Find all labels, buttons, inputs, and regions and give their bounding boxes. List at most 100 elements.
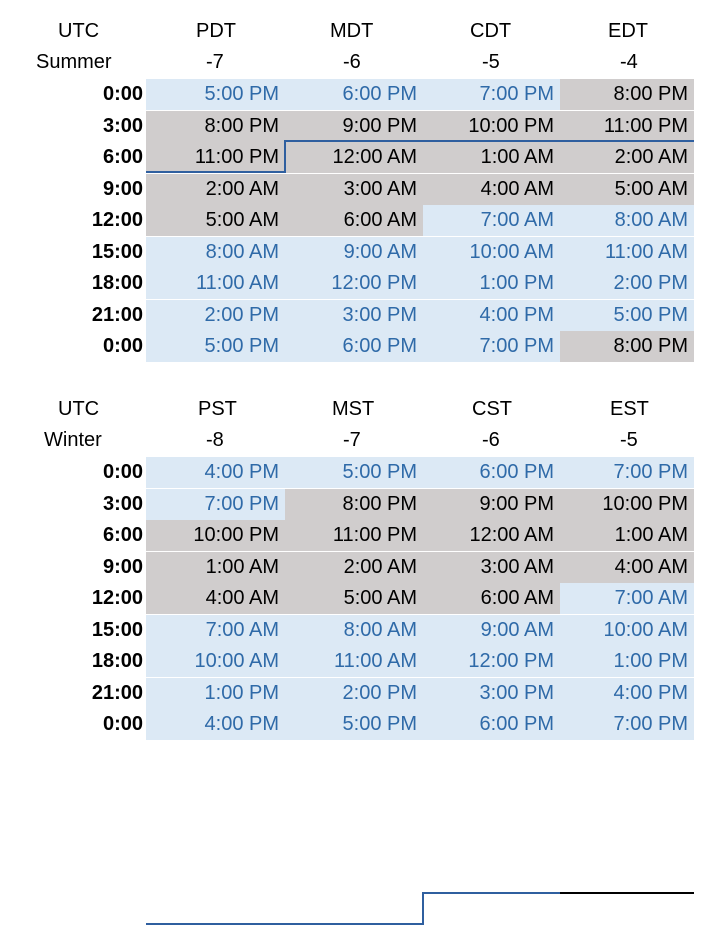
utc-time: 21:00: [91, 303, 143, 326]
utc-time: 15:00: [91, 618, 143, 641]
time-cell-central: 7:00 AM: [423, 205, 560, 236]
offset-central: -6: [482, 429, 500, 451]
utc-time: 3:00: [102, 492, 143, 515]
utc-time: 6:00: [102, 524, 143, 546]
time-cell-central: 4:00 PM: [423, 299, 560, 331]
season-label: Winter: [44, 429, 102, 451]
offset-pacific: -8: [206, 429, 224, 451]
table-row: 15:00 8:00 AM 9:00 AM 10:00 AM 11:00 AM: [0, 236, 728, 268]
time-cell-pacific: 7:00 PM: [146, 488, 285, 520]
time-cell-mountain: 11:00 AM: [285, 646, 423, 677]
offset-eastern: -5: [620, 429, 638, 451]
table-row: 0:00 5:00 PM 6:00 PM 7:00 PM 8:00 PM: [0, 331, 728, 362]
time-cell-mountain: 12:00 PM: [285, 268, 423, 299]
time-cell-central: 9:00 AM: [423, 614, 560, 646]
time-cell-central: 12:00 AM: [423, 520, 560, 551]
utc-time: 12:00: [91, 209, 143, 231]
time-cell-eastern: 8:00 PM: [560, 331, 694, 362]
time-cell-central: 6:00 PM: [423, 709, 560, 740]
time-cell-mountain: 6:00 AM: [285, 205, 423, 236]
utc-time: 18:00: [91, 650, 143, 672]
time-cell-central: 9:00 PM: [423, 488, 560, 520]
utc-time: 9:00: [102, 555, 143, 578]
date-line: [422, 892, 424, 925]
time-cell-pacific: 4:00 PM: [146, 457, 285, 488]
time-cell-eastern: 11:00 PM: [560, 110, 694, 142]
zone-header-central: CDT: [470, 20, 512, 42]
time-cell-eastern: 7:00 AM: [560, 583, 694, 614]
time-cell-pacific: 4:00 AM: [146, 583, 285, 614]
utc-header: UTC: [58, 20, 100, 42]
table-row: 18:00 10:00 AM 11:00 AM 12:00 PM 1:00 PM: [0, 646, 728, 677]
table-row: 0:00 4:00 PM 5:00 PM 6:00 PM 7:00 PM: [0, 457, 728, 488]
time-cell-eastern: 1:00 PM: [560, 646, 694, 677]
time-cell-pacific: 5:00 PM: [146, 79, 285, 110]
time-cell-central: 1:00 PM: [423, 268, 560, 299]
utc-time: 18:00: [91, 272, 143, 294]
utc-time: 0:00: [102, 713, 143, 735]
time-cell-central: 3:00 PM: [423, 677, 560, 709]
time-cell-pacific: 10:00 PM: [146, 520, 285, 551]
table-row: 15:00 7:00 AM 8:00 AM 9:00 AM 10:00 AM: [0, 614, 728, 646]
time-cell-pacific: 2:00 PM: [146, 299, 285, 331]
offset-mountain: -6: [343, 51, 361, 73]
time-cell-eastern: 2:00 AM: [560, 142, 694, 173]
utc-header: UTC: [58, 398, 100, 420]
time-cell-pacific: 7:00 AM: [146, 614, 285, 646]
table-row: 21:00 1:00 PM 2:00 PM 3:00 PM 4:00 PM: [0, 677, 728, 709]
zone-header-eastern: EDT: [608, 20, 648, 42]
time-cell-central: 6:00 PM: [423, 457, 560, 488]
table-row: 21:00 2:00 PM 3:00 PM 4:00 PM 5:00 PM: [0, 299, 728, 331]
time-cell-mountain: 8:00 AM: [285, 614, 423, 646]
offset-pacific: -7: [206, 51, 224, 73]
time-cell-mountain: 8:00 PM: [285, 488, 423, 520]
time-cell-eastern: 11:00 AM: [560, 236, 694, 268]
time-cell-mountain: 3:00 AM: [285, 173, 423, 205]
time-cell-pacific: 5:00 PM: [146, 331, 285, 362]
time-cell-pacific: 2:00 AM: [146, 173, 285, 205]
table-row: 12:00 5:00 AM 6:00 AM 7:00 AM 8:00 AM: [0, 205, 728, 236]
time-cell-mountain: 6:00 PM: [285, 79, 423, 110]
date-line: [146, 171, 286, 173]
time-cell-mountain: 5:00 PM: [285, 709, 423, 740]
time-cell-central: 12:00 PM: [423, 646, 560, 677]
utc-time: 21:00: [91, 681, 143, 704]
time-cell-eastern: 8:00 AM: [560, 205, 694, 236]
utc-time: 15:00: [91, 240, 143, 263]
offset-eastern: -4: [620, 51, 638, 73]
time-cell-mountain: 5:00 PM: [285, 457, 423, 488]
date-line: [284, 140, 286, 173]
season-label: Summer: [36, 51, 112, 73]
time-cell-eastern: 2:00 PM: [560, 268, 694, 299]
time-cell-mountain: 9:00 AM: [285, 236, 423, 268]
utc-time: 6:00: [102, 146, 143, 168]
table-row: 3:00 7:00 PM 8:00 PM 9:00 PM 10:00 PM: [0, 488, 728, 520]
table-row: 3:00 8:00 PM 9:00 PM 10:00 PM 11:00 PM: [0, 110, 728, 142]
time-cell-pacific: 11:00 AM: [146, 268, 285, 299]
time-cell-pacific: 11:00 PM: [146, 142, 285, 173]
date-line-eastern: [560, 892, 694, 894]
table-row: 0:00 4:00 PM 5:00 PM 6:00 PM 7:00 PM: [0, 709, 728, 740]
time-cell-central: 6:00 AM: [423, 583, 560, 614]
time-cell-eastern: 8:00 PM: [560, 79, 694, 110]
table-row: 6:00 10:00 PM 11:00 PM 12:00 AM 1:00 AM: [0, 520, 728, 551]
time-cell-eastern: 1:00 AM: [560, 520, 694, 551]
utc-time: 0:00: [102, 83, 143, 105]
table-row: 18:00 11:00 AM 12:00 PM 1:00 PM 2:00 PM: [0, 268, 728, 299]
utc-time: 0:00: [102, 335, 143, 357]
time-cell-eastern: 5:00 PM: [560, 299, 694, 331]
time-cell-central: 4:00 AM: [423, 173, 560, 205]
date-line: [284, 140, 694, 142]
utc-time: 9:00: [102, 177, 143, 200]
time-cell-eastern: 5:00 AM: [560, 173, 694, 205]
time-cell-central: 10:00 AM: [423, 236, 560, 268]
time-cell-pacific: 4:00 PM: [146, 709, 285, 740]
zone-header-pacific: PDT: [196, 20, 236, 42]
utc-time: 12:00: [91, 587, 143, 609]
time-cell-eastern: 10:00 PM: [560, 488, 694, 520]
time-cell-central: 7:00 PM: [423, 79, 560, 110]
time-cell-pacific: 10:00 AM: [146, 646, 285, 677]
date-line: [422, 892, 560, 894]
time-cell-pacific: 1:00 PM: [146, 677, 285, 709]
time-cell-central: 1:00 AM: [423, 142, 560, 173]
